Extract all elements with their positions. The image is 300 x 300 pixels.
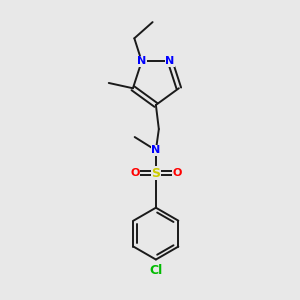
Text: N: N <box>166 56 175 66</box>
Text: Cl: Cl <box>149 264 163 277</box>
Text: O: O <box>130 168 140 178</box>
Text: O: O <box>172 168 182 178</box>
Text: N: N <box>151 145 160 155</box>
Text: N: N <box>137 56 146 66</box>
Text: S: S <box>152 167 160 180</box>
